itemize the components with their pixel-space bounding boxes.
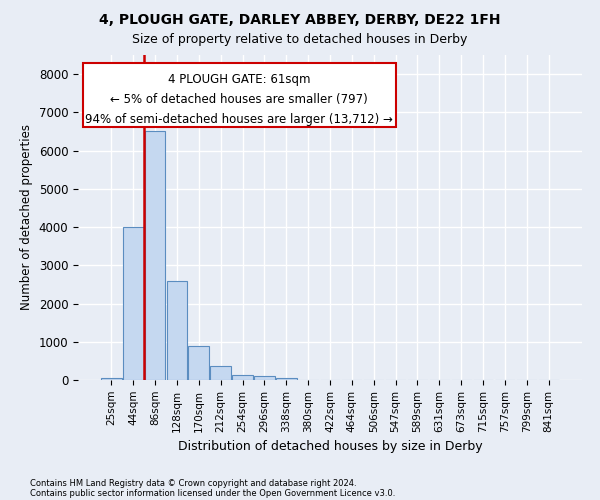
Y-axis label: Number of detached properties: Number of detached properties xyxy=(20,124,33,310)
Bar xyxy=(101,378,122,380)
Bar xyxy=(276,378,296,380)
Text: ← 5% of detached houses are smaller (797): ← 5% of detached houses are smaller (797… xyxy=(110,93,368,106)
Bar xyxy=(123,227,143,380)
X-axis label: Distribution of detached houses by size in Derby: Distribution of detached houses by size … xyxy=(178,440,482,453)
Bar xyxy=(167,280,187,380)
Bar xyxy=(210,366,231,380)
Text: 4 PLOUGH GATE: 61sqm: 4 PLOUGH GATE: 61sqm xyxy=(168,73,311,86)
Text: Contains HM Land Registry data © Crown copyright and database right 2024.: Contains HM Land Registry data © Crown c… xyxy=(30,478,356,488)
FancyBboxPatch shape xyxy=(83,63,395,126)
Bar xyxy=(254,376,275,380)
Text: 4, PLOUGH GATE, DARLEY ABBEY, DERBY, DE22 1FH: 4, PLOUGH GATE, DARLEY ABBEY, DERBY, DE2… xyxy=(99,12,501,26)
Text: Size of property relative to detached houses in Derby: Size of property relative to detached ho… xyxy=(133,32,467,46)
Text: 94% of semi-detached houses are larger (13,712) →: 94% of semi-detached houses are larger (… xyxy=(85,113,393,126)
Bar xyxy=(232,375,253,380)
Bar xyxy=(145,132,166,380)
Bar xyxy=(188,346,209,380)
Text: Contains public sector information licensed under the Open Government Licence v3: Contains public sector information licen… xyxy=(30,488,395,498)
